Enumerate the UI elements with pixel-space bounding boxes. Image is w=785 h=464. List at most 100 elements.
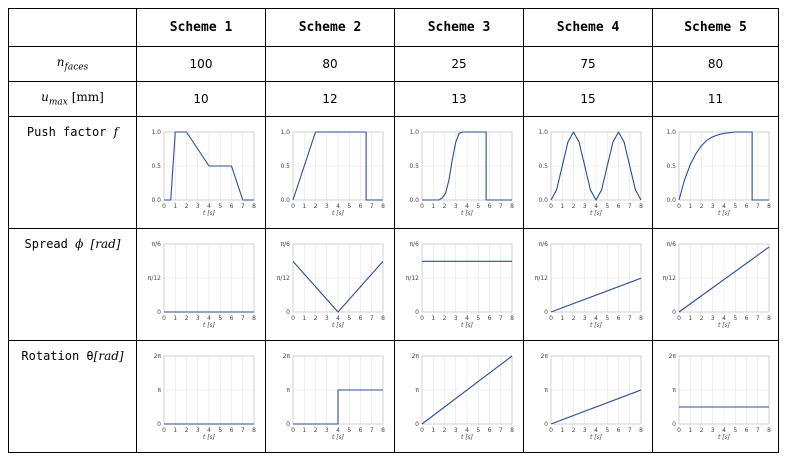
u-max-value-1: 10	[136, 81, 266, 117]
series-line	[421, 355, 513, 424]
x-tick-label: 0	[420, 427, 424, 434]
series-line	[292, 130, 383, 201]
x-tick-label: 8	[767, 315, 771, 322]
y-tick-label: π	[157, 387, 161, 394]
y-tick-label: π	[672, 387, 676, 394]
spread-plot-5: 0 1 2 3 4 5 6 7 80π/12π/6t [s]	[662, 241, 771, 329]
x-axis-label: t [s]	[590, 210, 603, 217]
scheme-5-header: Scheme 5	[652, 8, 779, 47]
x-tick-label: 2	[443, 203, 447, 210]
x-tick-label: 3	[454, 427, 458, 434]
x-axis-label: t [s]	[717, 434, 730, 441]
rotation-cell-5: 0 1 2 3 4 5 6 7 8 0 π 2π t [s]	[652, 340, 779, 453]
x-tick-label: 7	[755, 315, 759, 322]
x-tick-label: 5	[476, 427, 480, 434]
y-tick-label: 0	[286, 309, 290, 316]
x-tick-label: 0	[549, 427, 553, 434]
push-plot-5: 0 1 2 3 4 5 6 7 8 0.0 0.5 1.0 t [s]	[666, 129, 771, 217]
x-tick-label: 7	[241, 427, 245, 434]
x-tick-label: 4	[207, 427, 211, 434]
x-tick-label: 3	[454, 315, 458, 322]
series-line	[677, 130, 769, 201]
x-tick-label: 8	[252, 203, 256, 210]
x-tick-label: 8	[510, 203, 514, 210]
x-tick-label: 7	[755, 203, 759, 210]
x-tick-label: 7	[628, 203, 632, 210]
y-tick-label: π/12	[277, 275, 290, 282]
x-tick-label: 0	[677, 315, 681, 322]
spread-plot-2: 0 1 2 3 4 5 6 7 80π/12π/6t [s]	[277, 241, 385, 329]
x-tick-label: 0	[420, 203, 424, 210]
y-tick-label: 0.0	[151, 197, 161, 204]
x-tick-label: 4	[465, 315, 469, 322]
x-tick-label: 4	[594, 203, 598, 210]
x-tick-label: 4	[336, 427, 340, 434]
x-tick-label: 8	[252, 315, 256, 322]
x-tick-label: 4	[336, 315, 340, 322]
x-tick-label: 6	[230, 315, 234, 322]
x-tick-label: 1	[173, 203, 177, 210]
x-tick-label: 1	[688, 427, 692, 434]
x-tick-label: 1	[173, 315, 177, 322]
x-tick-label: 8	[767, 427, 771, 434]
x-axis-label: t [s]	[203, 322, 216, 329]
rotation-cell-1: 0 1 2 3 4 5 6 7 8 0 π 2π t [s]	[136, 340, 266, 453]
u-max-label: umax [mm]	[8, 81, 137, 117]
y-tick-label: 0.0	[280, 197, 290, 204]
spread-cell-5: 0 1 2 3 4 5 6 7 8 0 π/12 π/6 t [s]	[652, 228, 779, 341]
x-axis-label: t [s]	[461, 434, 474, 441]
y-tick-label: 0	[672, 421, 676, 428]
scheme-2-header: Scheme 2	[265, 8, 395, 47]
spread-cell-4: 0 1 2 3 4 5 6 7 8 0 π/12 π/6 t [s]	[523, 228, 653, 341]
x-tick-label: 2	[185, 315, 189, 322]
y-tick-label: 1.0	[538, 129, 548, 136]
spread-plot-4: 0 1 2 3 4 5 6 7 80π/12π/6t [s]	[535, 241, 643, 329]
x-tick-label: 2	[572, 315, 576, 322]
y-tick-label: 0	[672, 309, 676, 316]
x-axis-label: t [s]	[203, 434, 216, 441]
y-tick-label: 1.0	[666, 129, 676, 136]
x-tick-label: 2	[443, 427, 447, 434]
x-tick-label: 4	[207, 315, 211, 322]
y-tick-label: 1.0	[409, 129, 419, 136]
x-tick-label: 5	[605, 203, 609, 210]
n-faces-value-2: 80	[265, 46, 395, 82]
y-tick-label: 0.0	[409, 197, 419, 204]
scheme-3-header: Scheme 3	[394, 8, 524, 47]
x-tick-label: 4	[207, 203, 211, 210]
x-tick-label: 3	[454, 203, 458, 210]
corner-cell	[8, 8, 137, 47]
series-line	[422, 130, 512, 201]
y-tick-label: 1.0	[151, 129, 161, 136]
y-tick-label: 0	[157, 309, 161, 316]
x-tick-label: 6	[359, 315, 363, 322]
scheme-1-header: Scheme 1	[136, 8, 266, 47]
x-tick-label: 3	[196, 427, 200, 434]
y-tick-label: 2π	[154, 353, 162, 360]
x-tick-label: 4	[722, 427, 726, 434]
x-tick-label: 5	[605, 427, 609, 434]
series-line	[678, 246, 769, 312]
x-tick-label: 2	[314, 427, 318, 434]
x-tick-label: 0	[677, 427, 681, 434]
x-tick-label: 8	[639, 315, 643, 322]
push-plot-4: 0 1 2 3 4 5 6 7 8 0.0 0.5 1.0 t [s]	[538, 129, 643, 217]
x-tick-label: 8	[381, 315, 385, 322]
x-axis-label: t [s]	[203, 210, 216, 217]
y-tick-label: 0	[544, 309, 548, 316]
y-tick-label: π	[415, 387, 419, 394]
x-axis-label: t [s]	[461, 210, 474, 217]
push-plot-3: 0 1 2 3 4 5 6 7 8 0.0 0.5 1.0 t [s]	[409, 129, 514, 217]
spread-cell-2: 0 1 2 3 4 5 6 7 8 0 π/12 π/6 t [s]	[265, 228, 395, 341]
x-tick-label: 3	[583, 315, 587, 322]
x-tick-label: 5	[347, 315, 351, 322]
y-tick-label: π	[544, 387, 548, 394]
x-tick-label: 2	[699, 203, 703, 210]
x-tick-label: 5	[605, 315, 609, 322]
y-tick-label: π/6	[410, 241, 420, 248]
